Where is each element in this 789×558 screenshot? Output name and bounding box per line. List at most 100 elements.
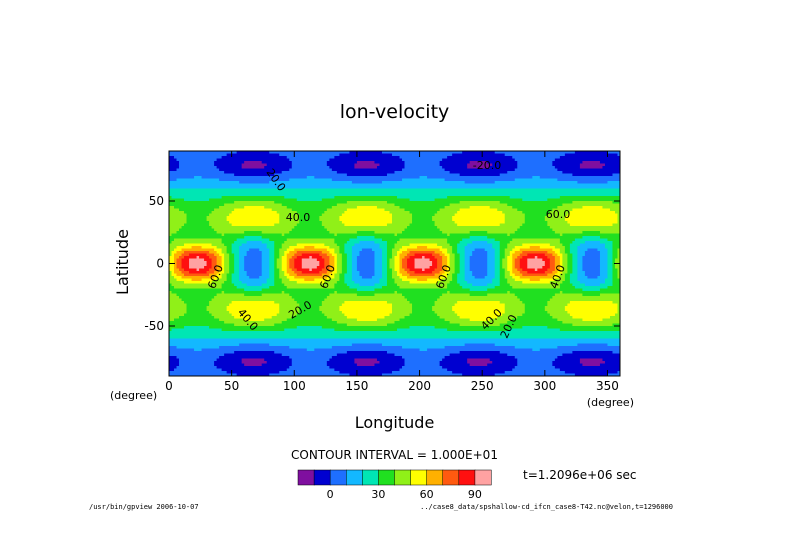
contour-band-cell (514, 261, 521, 264)
contour-band-cell (169, 303, 188, 307)
contour-band-cell (434, 311, 456, 314)
contour-band-cell (492, 281, 501, 284)
contour-band-cell (487, 251, 496, 254)
contour-band-cell (244, 236, 263, 239)
contour-band-cell (487, 263, 496, 267)
contour-band-cell (221, 196, 285, 199)
contour-band-cell (214, 248, 223, 252)
contour-band-cell (274, 246, 283, 249)
contour-band-cell (381, 151, 463, 154)
contour-band-cell (334, 261, 338, 264)
contour-band-cell (432, 261, 438, 264)
contour-band-cell (334, 241, 348, 244)
contour-band-cell (214, 271, 220, 274)
contour-band-cell (169, 193, 620, 197)
contour-band-cell (599, 363, 620, 367)
contour-band-cell (329, 258, 335, 262)
contour-band-cell (296, 198, 323, 202)
contour-band-cell (447, 291, 451, 294)
contour-band-cell (374, 271, 383, 274)
contour-band-cell (469, 261, 488, 264)
contour-band-cell (226, 278, 233, 282)
contour-band-cell (607, 343, 620, 347)
contour-band-cell (449, 321, 508, 324)
contour-band-cell (176, 231, 218, 234)
contour-band-cell (229, 258, 235, 262)
contour-band-cell (459, 241, 473, 244)
contour-band-cell (281, 246, 290, 249)
contour-band-cell (274, 256, 280, 259)
contour-band-cell (409, 281, 438, 284)
contour-band-cell (286, 238, 335, 242)
contour-band-cell (402, 293, 443, 297)
contour-band-cell (241, 243, 268, 247)
contour-band-cell (567, 303, 618, 307)
contour-band-cell (549, 281, 563, 284)
contour-band-cell (467, 166, 491, 169)
contour-band-cell (169, 176, 195, 179)
contour-band-cell (181, 261, 190, 264)
contour-band-cell (572, 173, 613, 177)
contour-band-cell (577, 181, 608, 184)
contour-band-cell (216, 256, 223, 259)
contour-band-cell (554, 278, 566, 282)
contour-band-cell (184, 243, 213, 247)
contour-band-cell (169, 208, 180, 212)
contour-band-cell (457, 278, 466, 282)
contour-band-cell (169, 293, 178, 297)
contour-band-cell (344, 248, 353, 252)
contour-band-cell (549, 263, 556, 267)
contour-band-cell (459, 263, 466, 267)
contour-band-cell (512, 238, 561, 242)
contour-band-cell (607, 238, 620, 242)
contour-band-cell (459, 323, 501, 327)
contour-band-cell (169, 243, 185, 247)
contour-band-cell (289, 158, 330, 162)
contour-band-cell (174, 266, 178, 269)
contour-band-cell (169, 263, 175, 267)
contour-band-cell (286, 266, 290, 269)
contour-band-cell (216, 166, 243, 169)
contour-band-cell (402, 278, 418, 282)
contour-band-cell (284, 291, 335, 294)
contour-band-cell (239, 248, 250, 252)
contour-band-cell (599, 258, 608, 262)
contour-band-cell (359, 273, 375, 277)
contour-band-cell (196, 256, 200, 259)
contour-band-cell (344, 276, 353, 279)
contour-band-cell (447, 283, 461, 287)
colorbar-tick-label: 30 (371, 488, 385, 501)
contour-band-cell (407, 266, 416, 269)
contour-band-cell (442, 251, 448, 254)
contour-band-cell (402, 261, 408, 264)
contour-band-cell (174, 276, 183, 279)
contour-band-cell (269, 248, 275, 252)
contour-band-cell (584, 283, 601, 287)
contour-band-cell (572, 323, 613, 327)
contour-band-cell (437, 226, 521, 229)
contour-band-cell (514, 366, 556, 369)
colorbar-swatch (442, 469, 460, 486)
contour-band-cell (236, 373, 270, 376)
contour-band-cell (239, 276, 250, 279)
contour-band-cell (261, 251, 270, 254)
contour-band-cell (356, 161, 375, 164)
contour-band-cell (437, 281, 451, 284)
contour-band-cell (224, 281, 233, 284)
contour-band-cell (169, 228, 180, 232)
contour-band-cell (274, 266, 278, 269)
contour-band-cell (547, 198, 620, 202)
contour-band-cell (281, 281, 298, 284)
contour-band-cell (324, 313, 345, 317)
contour-band-cell (552, 361, 581, 364)
contour-band-cell (559, 256, 563, 259)
contour-band-cell (239, 266, 245, 269)
contour-band-cell (291, 363, 328, 367)
contour-band-cell (549, 243, 563, 247)
contour-band-cell (402, 266, 408, 269)
contour-band-cell (447, 156, 513, 159)
contour-band-cell (346, 258, 353, 262)
contour-band-cell (304, 246, 315, 249)
contour-band-cell (447, 251, 453, 254)
contour-band-cell (517, 296, 553, 299)
